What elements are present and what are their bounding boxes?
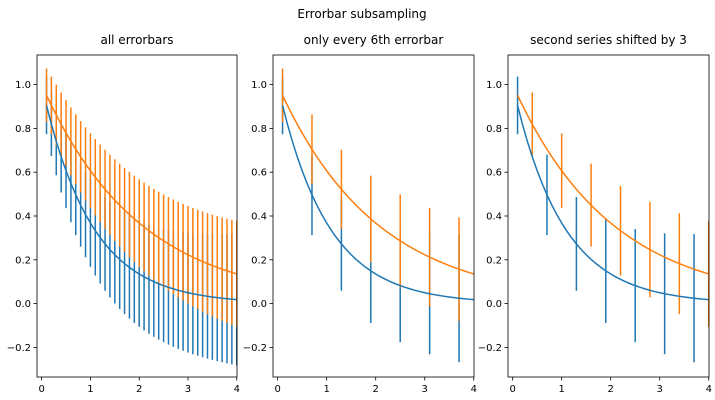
x-tick-label: 4 xyxy=(471,384,477,395)
x-tick-label: 2 xyxy=(373,384,379,395)
figure-suptitle: Errorbar subsampling xyxy=(297,7,426,21)
y-tick-label: −0.2 xyxy=(243,343,267,354)
y-tick-label: 0.4 xyxy=(486,212,502,223)
series-line xyxy=(281,94,474,275)
y-tick-label: 0.4 xyxy=(251,212,267,223)
y-tick-label: 0.0 xyxy=(251,299,267,310)
y-tick-label: −0.2 xyxy=(7,343,31,354)
y-tick-label: 0.8 xyxy=(251,124,267,135)
series-line xyxy=(516,105,709,301)
x-tick-label: 0 xyxy=(509,384,515,395)
y-tick-label: 0.6 xyxy=(486,168,502,179)
subplot-3: second series shifted by 3 0 1 2 3 4 −0.2 0.0 0.… xyxy=(478,33,712,395)
y-tick-label: 0.6 xyxy=(15,168,31,179)
subplot-2: only every 6th errorbar 0 1 2 3 4 −0.2 0.0 0.2 0.… xyxy=(243,33,477,395)
series-line xyxy=(45,94,237,275)
x-tick-label: 2 xyxy=(136,384,142,395)
subplot-title: all errorbars xyxy=(100,33,173,47)
x-tick-label: 0 xyxy=(274,384,280,395)
x-tick-label: 1 xyxy=(323,384,329,395)
y-tick-label: −0.2 xyxy=(478,343,502,354)
x-tick-label: 2 xyxy=(608,384,614,395)
x-tick-label: 3 xyxy=(422,384,428,395)
axes-frame xyxy=(272,54,475,378)
y-tick-label: 0.4 xyxy=(15,212,31,223)
series-line xyxy=(516,94,709,275)
y-tick-label: 0.0 xyxy=(15,299,31,310)
y-tick-label: 0.6 xyxy=(251,168,267,179)
y-tick-label: 0.0 xyxy=(486,299,502,310)
subplot-1: all errorbars 0 1 2 3 4 −0.2 0.0 0.2 0.4 0.6 0.8 1.0 xyxy=(7,33,240,395)
x-tick-label: 1 xyxy=(87,384,93,395)
y-tick-label: 0.2 xyxy=(486,255,502,266)
x-tick-label: 3 xyxy=(657,384,663,395)
y-tick-label: 0.2 xyxy=(251,255,267,266)
x-tick-label: 4 xyxy=(234,384,240,395)
subplot-title: second series shifted by 3 xyxy=(530,33,687,47)
subplot-title: only every 6th errorbar xyxy=(304,33,444,47)
x-tick-label: 3 xyxy=(185,384,191,395)
y-tick-label: 0.8 xyxy=(15,124,31,135)
y-tick-label: 1.0 xyxy=(486,80,502,91)
x-tick-label: 0 xyxy=(38,384,44,395)
x-tick-label: 1 xyxy=(558,384,564,395)
series-line xyxy=(45,105,237,301)
y-tick-label: 1.0 xyxy=(251,80,267,91)
y-tick-label: 0.8 xyxy=(486,124,502,135)
x-tick-label: 4 xyxy=(706,384,712,395)
y-tick-label: 1.0 xyxy=(15,80,31,91)
series-line xyxy=(281,105,474,301)
y-tick-label: 0.2 xyxy=(15,255,31,266)
